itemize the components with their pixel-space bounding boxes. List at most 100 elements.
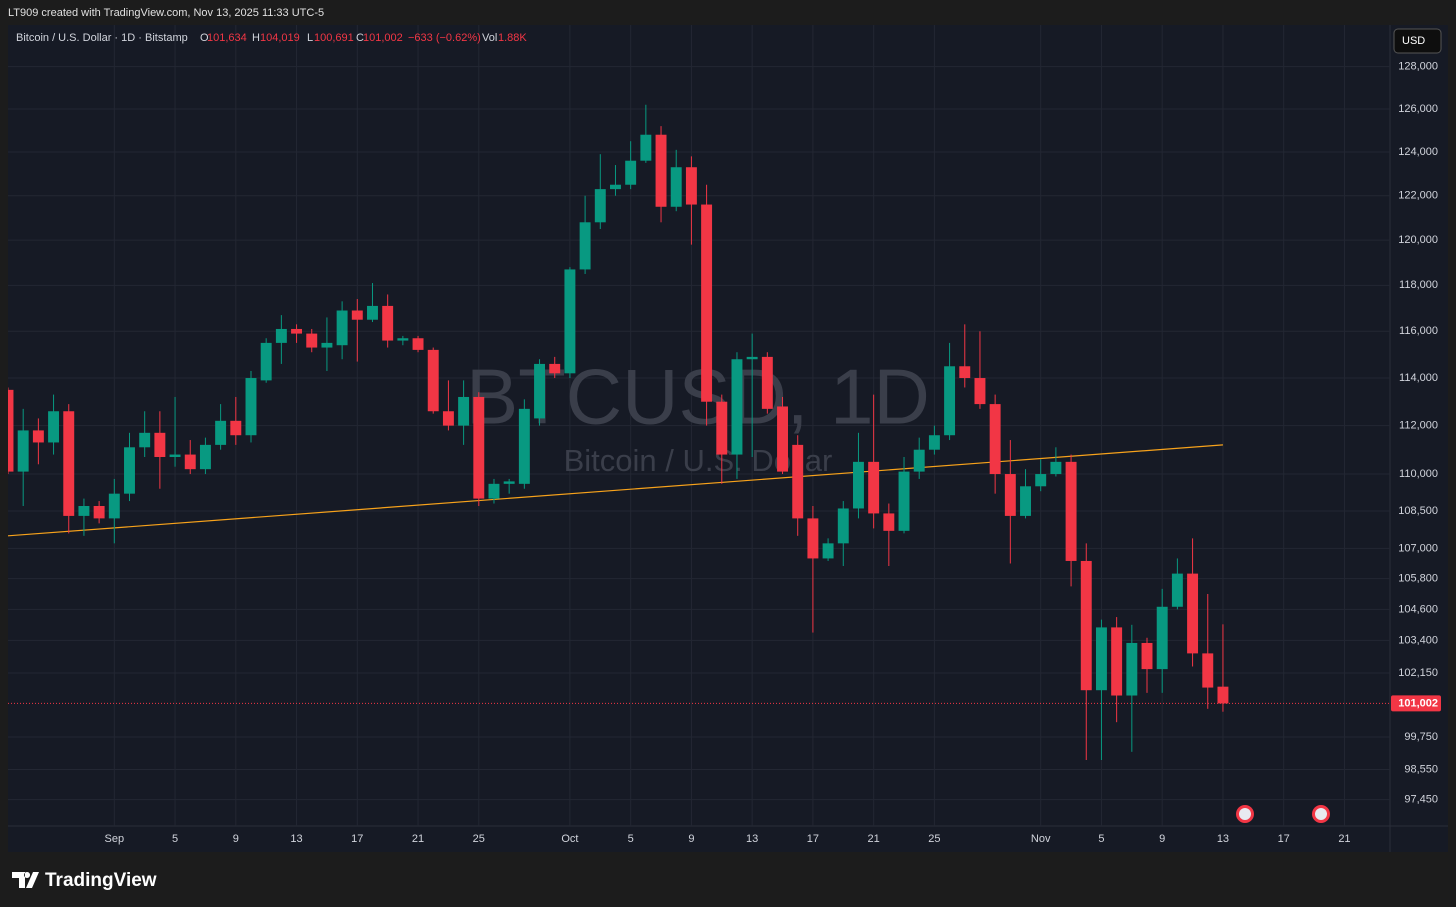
watermark-name: Bitcoin / U.S. Dollar — [564, 443, 833, 478]
candle-body — [1095, 627, 1107, 691]
candle-body — [685, 167, 697, 205]
brand-logo — [12, 872, 39, 888]
ohlc-value: 101,002 — [363, 32, 403, 44]
candle-body — [579, 222, 591, 270]
trend-line — [8, 444, 1223, 537]
candle-body — [1202, 653, 1214, 688]
candle-body — [655, 134, 667, 207]
candle-body — [230, 420, 242, 436]
ohlc-value: 104,019 — [260, 32, 300, 44]
symbol: Bitcoin / U.S. Dollar · 1D · Bitstamp — [16, 32, 188, 44]
candle-body — [32, 430, 44, 443]
candle-body — [245, 378, 257, 436]
candle-body — [306, 333, 318, 348]
candle-body — [731, 359, 743, 455]
y-tick-label: 120,000 — [1398, 234, 1438, 246]
y-tick-label: 102,150 — [1398, 667, 1438, 679]
y-tick-label: 118,000 — [1399, 279, 1438, 291]
candle-body — [1111, 627, 1123, 696]
y-tick-label: 122,000 — [1398, 190, 1438, 202]
candle-body — [807, 518, 819, 559]
candle-body — [944, 366, 956, 436]
candle-body — [78, 505, 90, 516]
x-tick-label: 13 — [290, 833, 302, 845]
axes: 97,450 98,550 99,750 102,150 103,400 104,600 1… — [105, 61, 1441, 845]
candle-body — [868, 461, 880, 514]
currency-button[interactable]: USD — [1393, 28, 1442, 54]
y-tick-label: 128,000 — [1398, 61, 1438, 73]
candle-body — [275, 328, 287, 343]
candle-body — [154, 432, 166, 457]
candle-body — [17, 430, 29, 472]
candle-body — [139, 432, 151, 448]
candle-body — [974, 378, 986, 405]
candle-body — [837, 508, 849, 544]
candle-body — [746, 356, 758, 360]
x-tick-label: 9 — [1159, 833, 1165, 845]
candle-body — [124, 447, 135, 494]
ohlc-key: C — [356, 32, 364, 44]
candle-body — [1020, 486, 1031, 516]
candle-body — [8, 389, 14, 472]
candle-body — [260, 342, 272, 381]
x-tick-label: 9 — [688, 833, 694, 845]
candle-body — [382, 305, 394, 341]
plot — [8, 104, 1390, 760]
event-icon-inner — [1315, 808, 1327, 820]
y-tick-label: 97,450 — [1404, 794, 1438, 806]
candle-body — [48, 411, 60, 443]
candle-body — [63, 411, 75, 516]
x-tick-label: 13 — [746, 833, 758, 845]
candle-body — [1141, 642, 1153, 670]
ohlc-value: 100,691 — [314, 32, 354, 44]
candle-body — [989, 404, 1001, 475]
candle-body — [625, 160, 637, 185]
candle-body — [397, 338, 409, 341]
candle-body — [1187, 573, 1199, 654]
candle-body — [412, 338, 424, 350]
candle-body — [1080, 560, 1092, 691]
candle-body — [199, 444, 211, 470]
x-tick-label: 5 — [628, 833, 634, 845]
y-tick-label: 116,000 — [1399, 325, 1438, 337]
x-tick-label: 21 — [868, 833, 880, 845]
event-icons — [1236, 805, 1330, 823]
x-tick-label: 17 — [1278, 833, 1290, 845]
y-tick-label: 108,500 — [1398, 505, 1438, 517]
y-tick-label: 126,000 — [1398, 103, 1438, 115]
x-tick-label: 21 — [1338, 833, 1350, 845]
candle-body — [564, 269, 576, 374]
candle-body — [959, 366, 971, 379]
candle-body — [351, 310, 363, 320]
x-tick-label: 17 — [351, 833, 363, 845]
x-tick-label: 5 — [1098, 833, 1104, 845]
y-tick-label: 104,600 — [1398, 603, 1438, 615]
y-tick-label: 110,000 — [1399, 468, 1438, 480]
candle-body — [1065, 461, 1077, 561]
brand: TradingView — [12, 870, 157, 891]
candle-body — [336, 310, 348, 346]
currency-label[interactable]: USD — [1402, 35, 1425, 47]
candle-body — [473, 396, 485, 499]
candle-body — [777, 406, 788, 472]
y-tick-label: 114,000 — [1399, 372, 1438, 384]
candle-body — [670, 167, 682, 207]
candle-body — [761, 356, 773, 409]
candle-body — [1126, 642, 1138, 696]
candle-body — [321, 342, 333, 348]
candle-body — [1004, 474, 1016, 516]
candle-body — [367, 305, 378, 320]
credit: LT909 created with TradingView.com, Nov … — [8, 7, 324, 19]
y-tick-label: 99,750 — [1404, 731, 1438, 743]
candle-body — [792, 444, 804, 519]
candle-body — [898, 471, 910, 531]
candle-body — [215, 420, 227, 445]
currency-box[interactable] — [1393, 28, 1442, 54]
candle-body — [716, 401, 728, 455]
x-tick-label: 25 — [928, 833, 940, 845]
candle-body — [822, 543, 834, 559]
candle-body — [184, 454, 196, 470]
candle-body — [852, 461, 864, 509]
candle-body — [458, 396, 470, 426]
